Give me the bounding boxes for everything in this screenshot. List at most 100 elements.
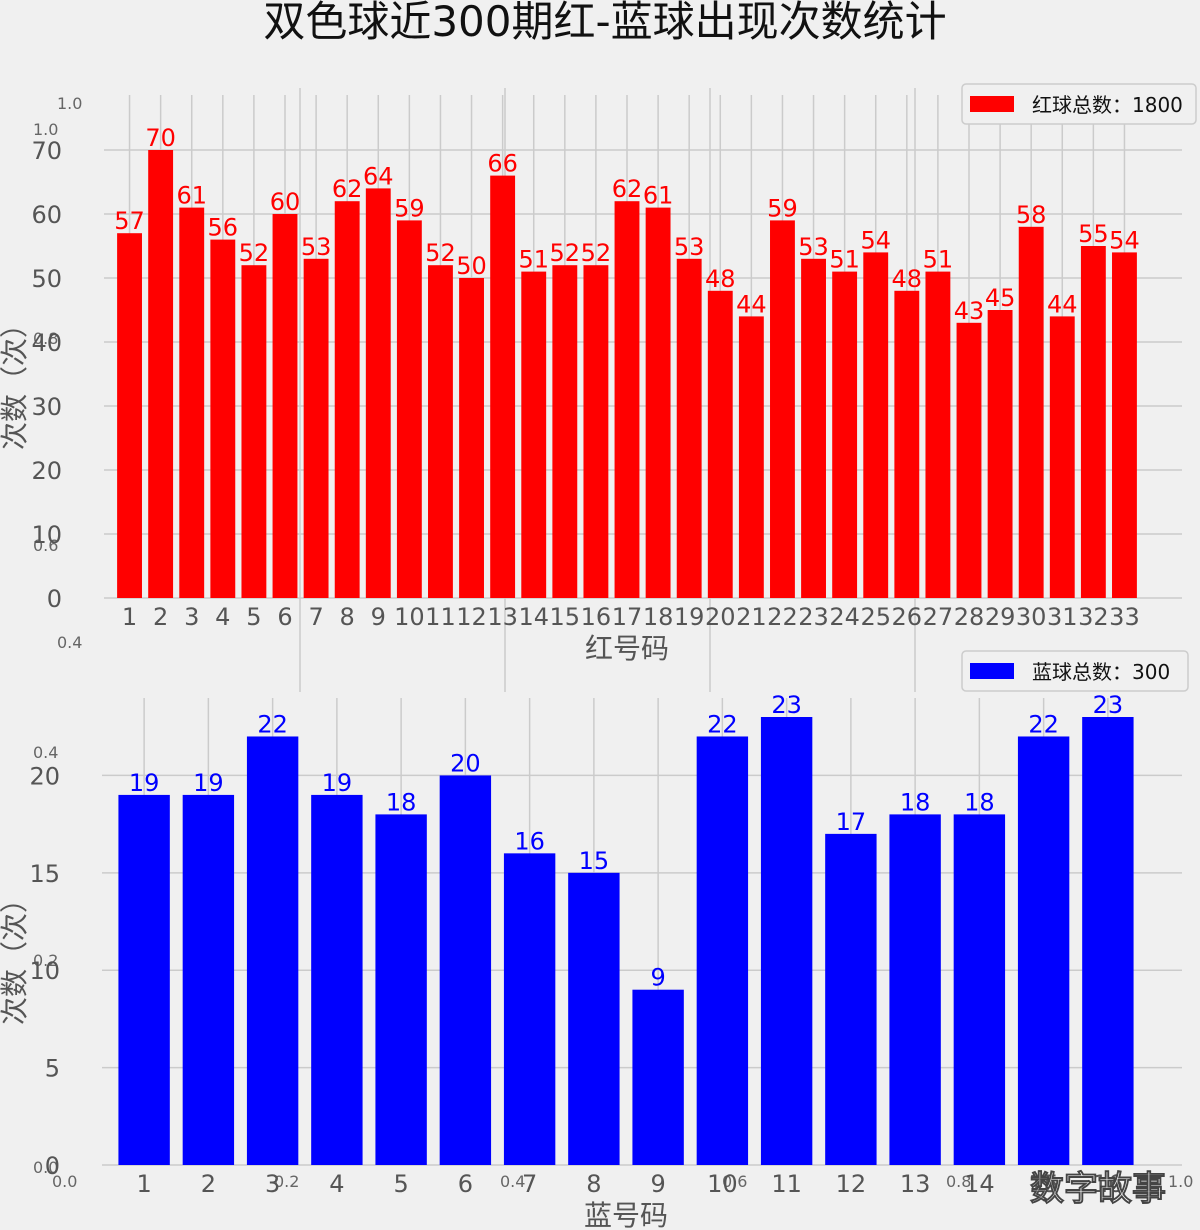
x-tick-label: 8	[340, 603, 355, 631]
y-tick-label: 15	[29, 860, 60, 888]
bar	[1080, 246, 1106, 598]
x-tick-label: 12	[456, 603, 487, 631]
x-tick-label: 30	[1016, 603, 1047, 631]
bar	[889, 814, 941, 1165]
bar	[428, 265, 453, 598]
ghost-tick-label: 0.6	[722, 1172, 747, 1191]
legend-label: 红球总数：1800	[1032, 93, 1183, 117]
bar	[365, 188, 391, 598]
bar	[583, 265, 609, 598]
bar	[1082, 717, 1134, 1165]
x-tick-label: 13	[487, 603, 518, 631]
x-tick-label: 13	[900, 1170, 931, 1198]
bar-value-label: 15	[579, 847, 610, 875]
bar	[894, 290, 920, 598]
bar	[552, 265, 578, 598]
bar	[118, 794, 170, 1165]
x-tick-label: 4	[329, 1170, 344, 1198]
bar	[334, 201, 360, 598]
ghost-tick-label: 0.2	[33, 951, 58, 970]
bar	[272, 214, 298, 598]
x-tick-label: 19	[674, 603, 705, 631]
x-tick-label: 16	[581, 603, 612, 631]
x-tick-label: 16	[1093, 1170, 1124, 1198]
bar-value-label: 70	[145, 124, 176, 152]
ghost-tick-label: 1.0	[1168, 1172, 1193, 1191]
x-tick-label: 11	[771, 1170, 802, 1198]
bar-value-label: 50	[456, 252, 487, 280]
ghost-tick-label: 0.0	[52, 1172, 77, 1191]
ghost-tick-label: 0.8	[33, 329, 58, 348]
x-tick-label: 2	[201, 1170, 216, 1198]
bar-value-label: 44	[1047, 290, 1078, 318]
legend-swatch	[970, 96, 1014, 112]
ghost-tick-label: 0.0	[33, 1158, 58, 1177]
y-tick-label: 0	[47, 585, 62, 613]
x-tick-label: 26	[892, 603, 923, 631]
x-tick-label: 9	[371, 603, 386, 631]
x-tick-label: 15	[1028, 1170, 1059, 1198]
bar-value-label: 52	[239, 239, 270, 267]
x-tick-label: 10	[394, 603, 425, 631]
bar	[568, 872, 620, 1165]
bar	[760, 717, 813, 1165]
y-axis-label: 次数（次）	[0, 310, 31, 450]
bar-value-label: 18	[386, 788, 417, 816]
x-tick-label: 1	[136, 1170, 151, 1198]
bar	[1049, 316, 1075, 598]
bar	[210, 239, 236, 598]
bar-value-label: 22	[1028, 710, 1059, 738]
x-tick-label: 18	[643, 603, 674, 631]
bar-value-label: 66	[487, 150, 518, 178]
red-ball-chart: 0102030405060705717026135645256065376286…	[0, 83, 1197, 692]
bar	[825, 833, 877, 1165]
bar-value-label: 59	[767, 194, 798, 222]
bar	[182, 794, 235, 1165]
bar	[1112, 252, 1137, 598]
bar-value-label: 48	[892, 265, 923, 293]
bar-value-label: 9	[650, 964, 665, 992]
bar	[953, 814, 1006, 1165]
bar	[375, 814, 427, 1165]
x-tick-label: 17	[612, 603, 643, 631]
y-tick-label: 60	[31, 201, 62, 229]
x-tick-label: 24	[829, 603, 860, 631]
y-tick-label: 20	[31, 457, 62, 485]
x-tick-label: 12	[836, 1170, 867, 1198]
bar-value-label: 58	[1016, 201, 1047, 229]
bar-value-label: 56	[208, 214, 239, 242]
bar	[696, 736, 749, 1165]
bar-value-label: 18	[964, 788, 995, 816]
bar-value-label: 61	[176, 182, 207, 210]
bar	[770, 220, 795, 598]
bar-value-label: 62	[612, 175, 643, 203]
bar-value-label: 64	[363, 162, 394, 190]
x-tick-label: 31	[1047, 603, 1078, 631]
bar	[246, 736, 299, 1165]
x-tick-label: 28	[954, 603, 985, 631]
bar-value-label: 52	[550, 239, 581, 267]
y-tick-label: 5	[45, 1055, 60, 1083]
bar	[863, 252, 889, 598]
ghost-axis-ticks: 1.0 1.0 0.8 0.6 0.4 0.4 0.2 0.0 0.0 0.2 …	[33, 94, 1193, 1191]
bar-value-label: 17	[836, 808, 867, 836]
bar-value-label: 18	[900, 788, 931, 816]
y-tick-label: 10	[29, 957, 60, 985]
legend-swatch	[970, 663, 1014, 679]
bar-value-label: 54	[1109, 226, 1140, 254]
ghost-tick-label: 0.2	[274, 1172, 299, 1191]
bar	[148, 150, 174, 598]
chart-title: 双色球近300期红-蓝球出现次数统计	[263, 0, 946, 46]
x-tick-label: 14	[964, 1170, 995, 1198]
x-tick-label: 6	[277, 603, 292, 631]
x-tick-label: 4	[215, 603, 230, 631]
bar	[117, 233, 142, 598]
bar	[396, 220, 422, 598]
x-tick-label: 15	[550, 603, 581, 631]
bar	[956, 322, 982, 598]
bar	[832, 271, 858, 598]
x-tick-label: 27	[923, 603, 954, 631]
bar-value-label: 52	[425, 239, 456, 267]
bar-value-label: 60	[270, 188, 301, 216]
bar	[179, 207, 205, 598]
